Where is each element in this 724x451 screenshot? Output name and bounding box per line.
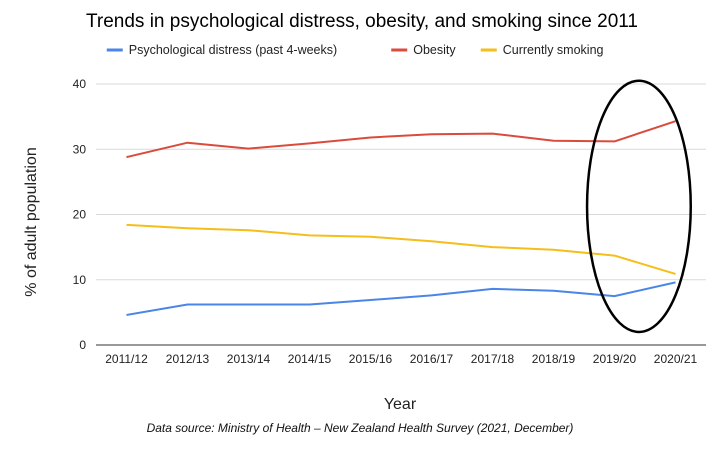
x-tick-label-2016-17: 2016/17	[410, 352, 454, 366]
series-line-psychological-distress-past-4-weeks	[126, 281, 676, 316]
annotation-ellipse	[585, 79, 693, 334]
y-tick-label-20: 20	[73, 208, 87, 222]
x-axis-ticks: 2011/12 2012/13 2013/14 2014/15 2015/16 2016/…	[105, 352, 697, 366]
x-tick-label-2013-14: 2013/14	[227, 352, 271, 366]
x-tick-label-2017-18: 2017/18	[471, 352, 515, 366]
x-tick-label-2020-21: 2020/21	[654, 352, 698, 366]
y-tick-label-30: 30	[73, 142, 87, 156]
data-source-note: Data source: Ministry of Health – New Ze…	[147, 421, 574, 435]
y-axis-ticks: 0 10 20 30 40	[73, 77, 87, 352]
annotations	[585, 79, 693, 334]
x-tick-label-2019-20: 2019/20	[593, 352, 637, 366]
x-tick-label-2018-19: 2018/19	[532, 352, 576, 366]
x-tick-label-2015-16: 2015/16	[349, 352, 393, 366]
y-tick-label-40: 40	[73, 77, 87, 91]
series-lines	[126, 120, 676, 316]
y-axis-label: % of adult population	[23, 147, 40, 296]
series-line-currently-smoking	[126, 223, 676, 275]
chart-title: Trends in psychological distress, obesit…	[86, 11, 638, 32]
y-tick-label-0: 0	[79, 338, 86, 352]
x-tick-label-2014-15: 2014/15	[288, 352, 332, 366]
legend-label-currently-smoking: Currently smoking	[503, 43, 604, 57]
x-axis-label: Year	[384, 396, 417, 413]
x-tick-label-2012-13: 2012/13	[166, 352, 210, 366]
legend: Psychological distress (past 4-weeks) Obe…	[106, 43, 604, 57]
y-tick-label-10: 10	[73, 273, 87, 287]
series-line-obesity	[126, 120, 676, 159]
x-tick-label-2011-12: 2011/12	[105, 352, 148, 366]
gridlines	[96, 83, 706, 346]
legend-label-obesity: Obesity	[413, 43, 456, 57]
legend-label-psychological-distress-past-4-weeks: Psychological distress (past 4-weeks)	[129, 43, 337, 57]
